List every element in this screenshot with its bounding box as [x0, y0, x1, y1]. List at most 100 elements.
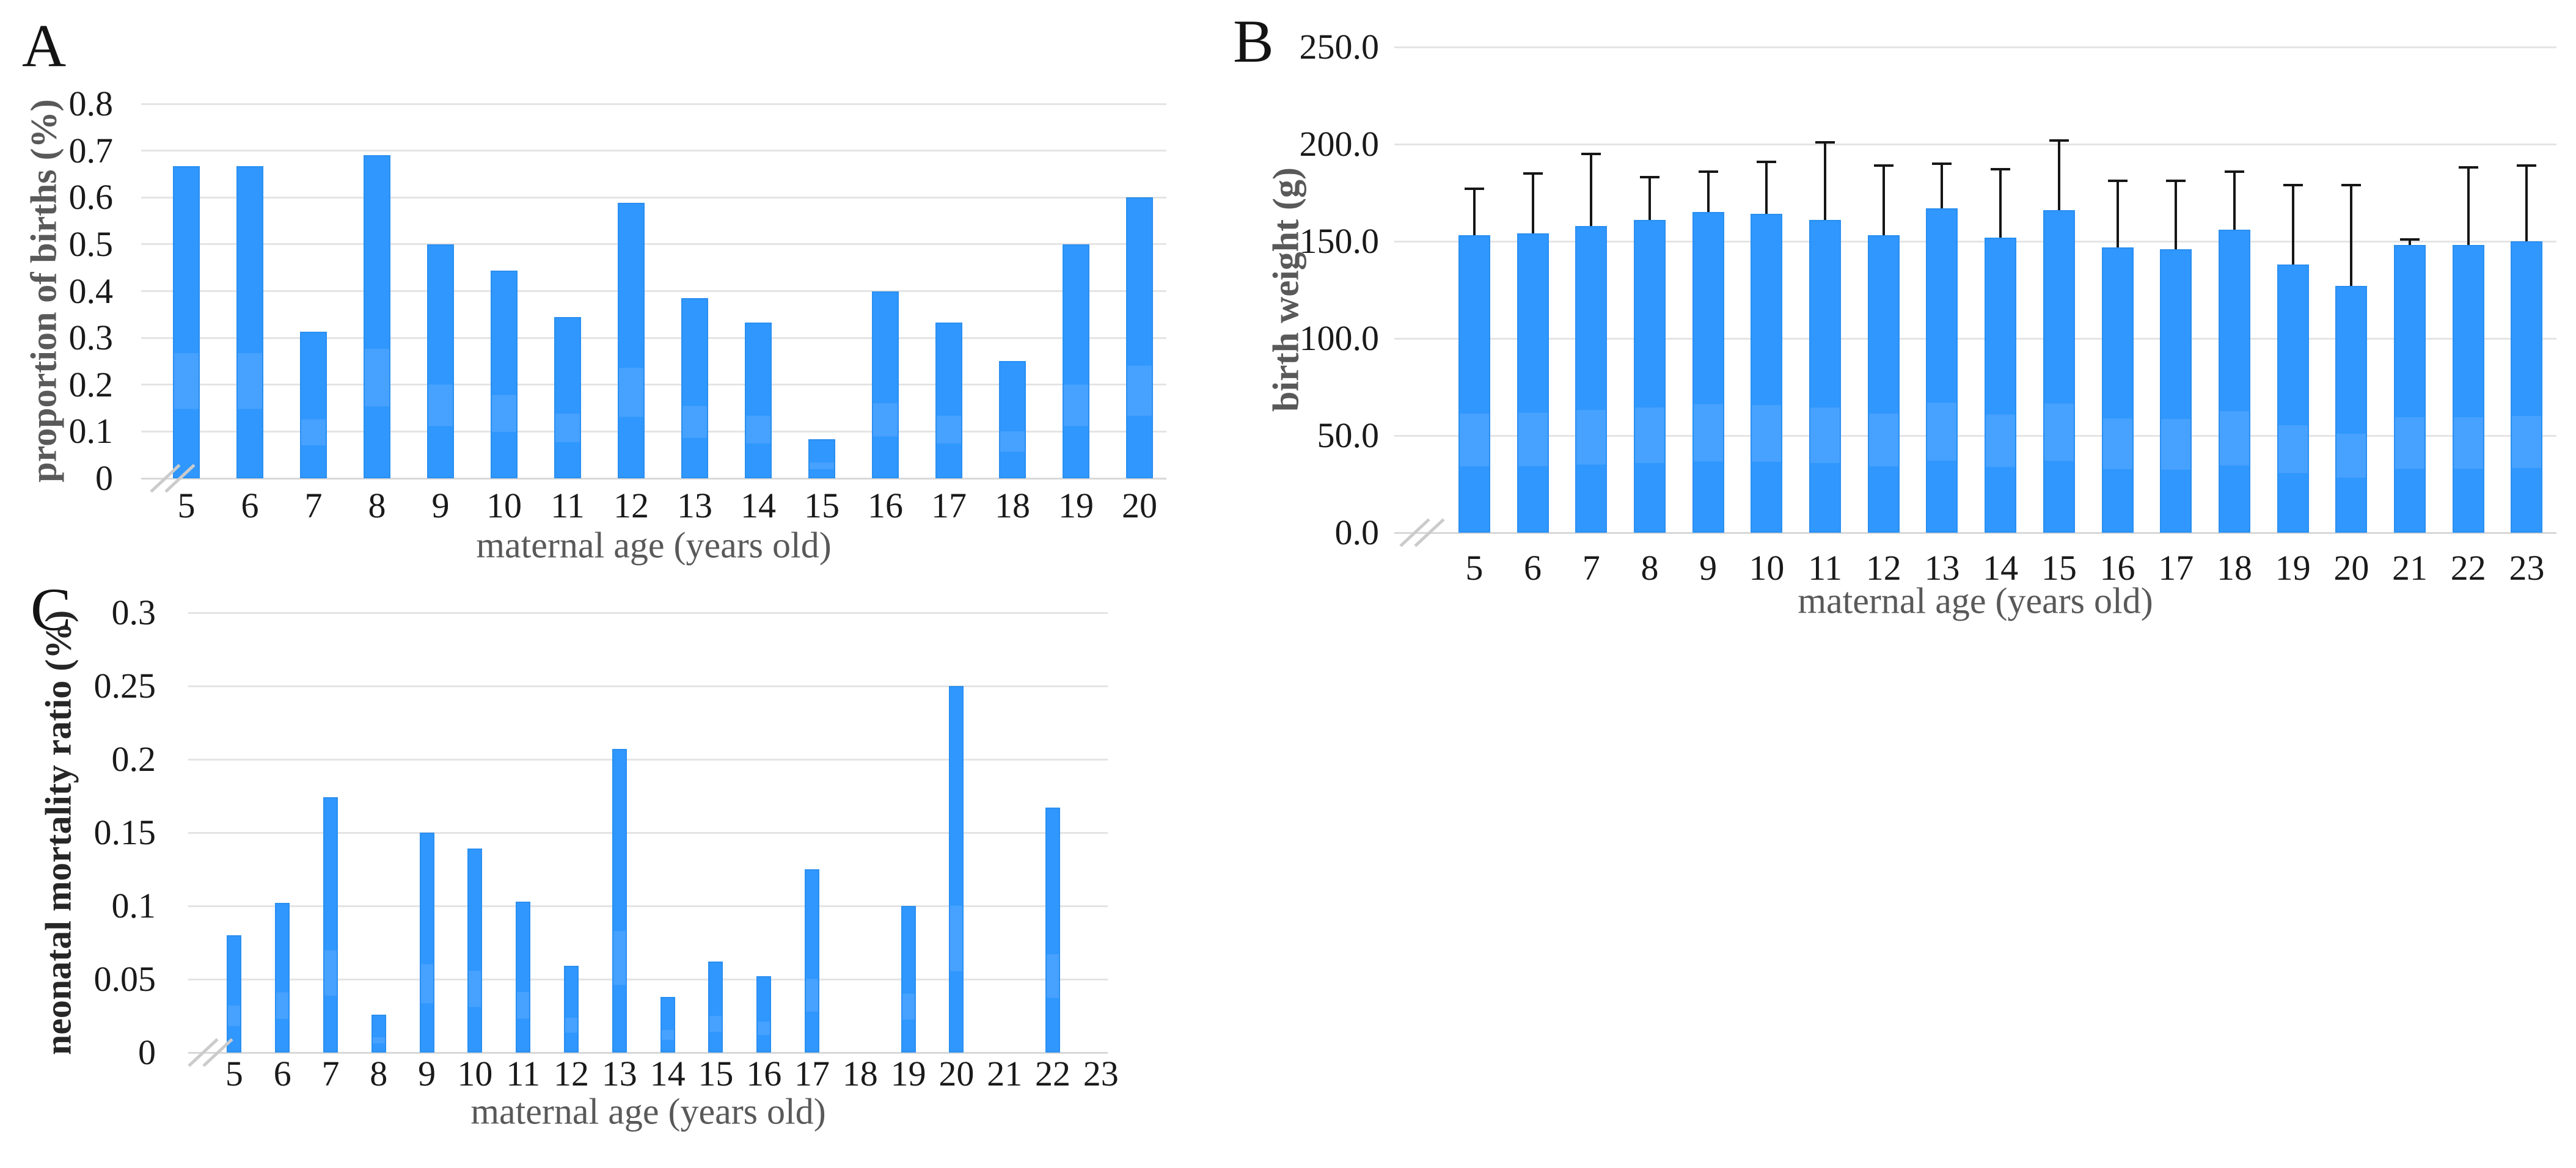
x-tick-label: 11 [506, 1054, 541, 1093]
bar-age-5 [1458, 235, 1490, 533]
bar-age-6 [1517, 233, 1549, 533]
bar-age-17 [805, 869, 819, 1053]
gridline [141, 103, 1166, 105]
x-tick-label: 14 [649, 1054, 686, 1093]
bar-age-5 [227, 935, 242, 1053]
gridline [188, 685, 1108, 687]
error-bar-cap [2341, 183, 2362, 186]
error-bar-cap [1757, 160, 1777, 163]
x-tick-label: 14 [1983, 548, 2019, 588]
bar-age-8 [371, 1014, 386, 1053]
bar-age-16 [872, 291, 899, 478]
bar-age-8 [1633, 220, 1666, 533]
x-tick-label: 6 [241, 486, 259, 525]
x-tick-label: 6 [1524, 548, 1542, 588]
x-tick-label: 17 [931, 486, 967, 525]
error-bar-cap [1639, 176, 1659, 179]
error-bar-line [1824, 142, 1827, 220]
error-bar-cap [2224, 170, 2244, 173]
error-bar-line [2525, 165, 2528, 241]
bar-age-8 [364, 155, 390, 478]
error-bar-line [1707, 171, 1710, 213]
x-tick-label: 23 [2509, 548, 2545, 588]
x-tick-label: 18 [2216, 548, 2252, 588]
bar-age-13 [612, 749, 627, 1053]
y-tick-label: 0.6 [68, 177, 114, 217]
error-bar-cap [1873, 164, 1894, 167]
error-bar-line [1648, 177, 1651, 220]
bar-age-19 [901, 906, 916, 1053]
x-tick-label: 21 [987, 1054, 1023, 1093]
x-tick-label: 11 [1808, 548, 1842, 588]
x-tick-label: 6 [273, 1054, 291, 1093]
gridline [1394, 434, 2556, 437]
gridline [188, 905, 1108, 907]
gridline [188, 611, 1108, 614]
bar-age-14 [745, 322, 772, 478]
bar-age-11 [554, 316, 581, 478]
x-tick-label: 11 [551, 486, 585, 525]
y-tick-label: 0.0 [1334, 513, 1380, 552]
error-bar-line [1590, 153, 1593, 226]
bar-age-15 [708, 962, 723, 1053]
error-bar-line [2175, 181, 2178, 249]
error-bar-cap [2517, 164, 2537, 167]
bar-age-6 [236, 166, 263, 478]
y-tick-label: 200.0 [1299, 124, 1380, 164]
y-tick-label: 0.4 [68, 271, 114, 311]
x-tick-label: 17 [794, 1054, 830, 1093]
x-tick-label: 16 [746, 1054, 782, 1093]
x-tick-label: 21 [2392, 548, 2428, 588]
x-tick-label: 12 [613, 486, 649, 525]
x-tick-label: 23 [1083, 1054, 1119, 1093]
axis-break-slash [164, 464, 196, 493]
bar-age-18 [999, 361, 1026, 478]
bar-age-6 [275, 903, 290, 1053]
panel-a-x-axis-title: maternal age (years old) [476, 525, 832, 566]
gridline [141, 337, 1166, 339]
x-tick-label: 10 [1749, 548, 1785, 588]
x-tick-label: 17 [2158, 548, 2194, 588]
x-tick-label: 7 [304, 486, 323, 525]
error-bar-cap [1815, 141, 1835, 144]
error-bar-line [1882, 165, 1885, 236]
axis-break-slash [1399, 518, 1430, 547]
x-tick-label: 15 [698, 1054, 734, 1093]
bar-age-23 [2511, 241, 2543, 533]
y-tick-label: 0 [95, 458, 113, 498]
bar-age-16 [756, 976, 772, 1053]
x-tick-label: 15 [804, 486, 840, 525]
x-tick-label: 10 [457, 1054, 493, 1093]
error-bar-cap [1932, 162, 1952, 165]
bar-age-20 [949, 686, 964, 1053]
gridline [141, 150, 1166, 152]
bar-age-14 [660, 996, 675, 1053]
error-bar-line [2116, 181, 2119, 247]
y-tick-label: 0.3 [111, 593, 156, 632]
gridline [141, 290, 1166, 292]
y-tick-label: 0.2 [111, 739, 156, 779]
error-bar-cap [2166, 180, 2186, 183]
bar-age-19 [2277, 265, 2309, 533]
x-tick-label: 20 [939, 1054, 975, 1093]
y-tick-label: 250.0 [1299, 27, 1380, 67]
x-tick-label: 5 [225, 1054, 243, 1093]
x-tick-label: 9 [418, 1054, 436, 1093]
gridline [1394, 46, 2556, 48]
gridline [188, 758, 1108, 761]
bar-age-14 [1985, 237, 2017, 533]
x-tick-label: 7 [1582, 548, 1600, 588]
bar-age-20 [2335, 286, 2368, 533]
x-tick-label: 19 [2275, 548, 2311, 588]
y-tick-label: 0.7 [68, 130, 114, 170]
error-bar-cap [2283, 183, 2303, 186]
axis-break-slash [150, 464, 181, 493]
y-tick-label: 0.2 [68, 364, 114, 404]
bar-age-11 [516, 901, 531, 1053]
error-bar-cap [2049, 139, 2069, 142]
bar-age-13 [681, 297, 708, 478]
x-tick-label: 16 [2099, 548, 2135, 588]
error-bar-cap [1581, 152, 1601, 155]
bar-age-22 [2452, 245, 2484, 533]
error-bar-cap [1991, 168, 2011, 171]
